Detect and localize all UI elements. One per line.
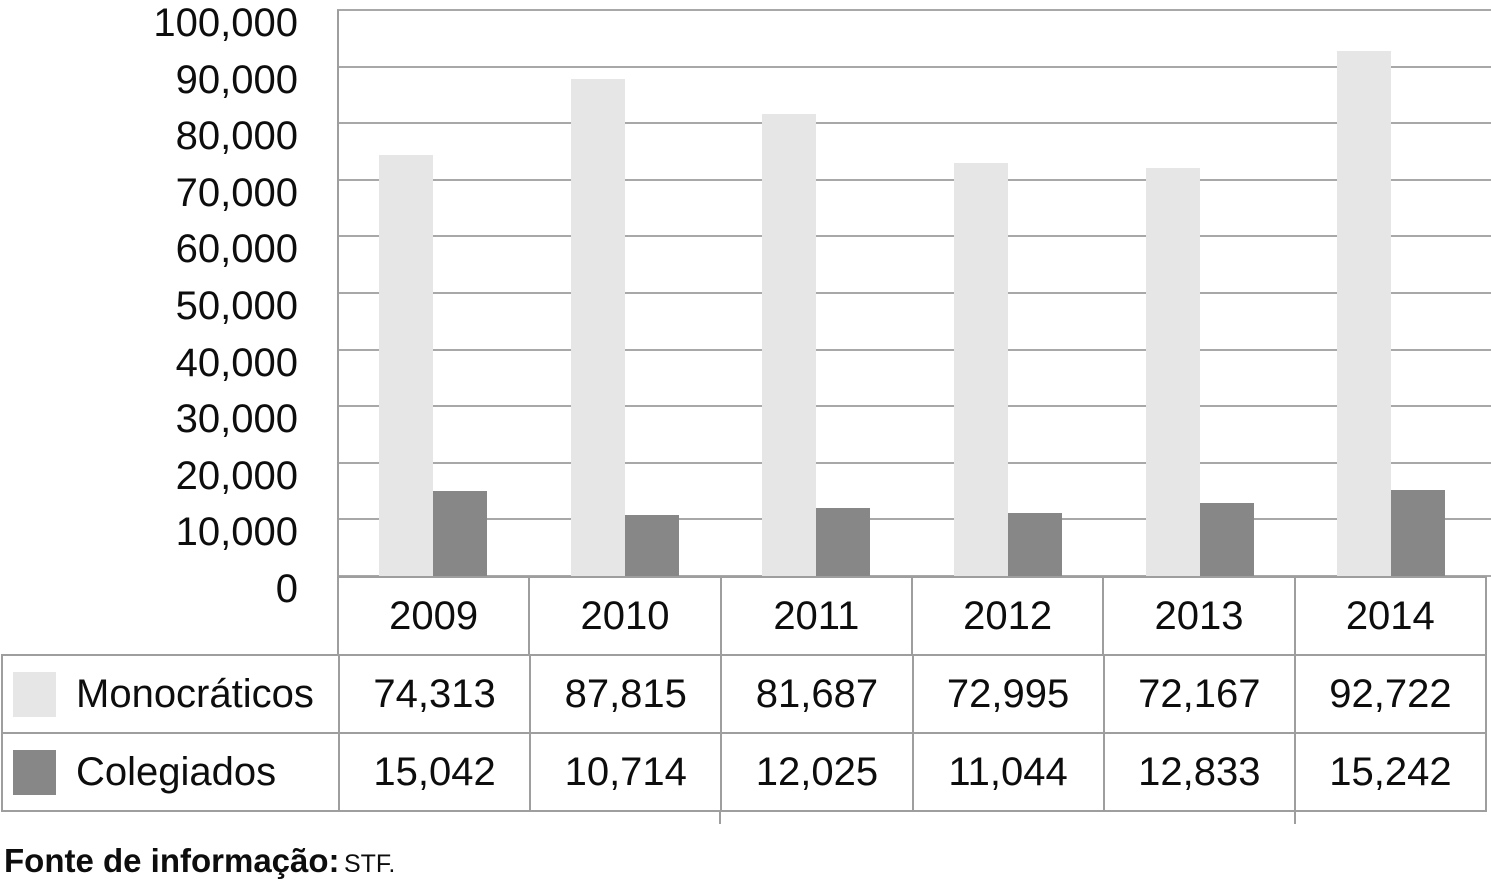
y-axis-tick-label: 70,000 — [175, 170, 298, 215]
gridline — [337, 292, 1491, 294]
y-axis-tick-label: 90,000 — [175, 57, 298, 102]
year-header-cell: 2009 — [389, 593, 479, 638]
axis-tick — [1294, 810, 1296, 824]
table-row-colegiados: Colegiados 15,042 10,714 12,025 11,044 12,833… — [1, 732, 1487, 812]
gridline — [337, 235, 1491, 238]
value-cell: 15,242 — [1293, 734, 1485, 810]
gridline — [337, 461, 1491, 464]
bar-group-2013 — [1145, 10, 1254, 576]
bar-colegiados-2011 — [816, 508, 871, 576]
legend-cell: Monocráticos — [3, 656, 338, 732]
value-cell: 92,722 — [1293, 656, 1485, 732]
y-axis-tick-label: 20,000 — [175, 453, 298, 498]
value-cell: 10,714 — [529, 734, 720, 810]
bar-group-2011 — [762, 10, 871, 576]
gridline — [337, 405, 1491, 408]
legend-swatch — [13, 671, 56, 717]
y-axis-tick-label: 10,000 — [175, 510, 298, 555]
bar-colegiados-2014 — [1391, 490, 1446, 576]
y-axis-tick-label: 0 — [275, 567, 298, 611]
y-axis-tick-label: 30,000 — [175, 397, 298, 442]
bar-monocráticos-2014 — [1337, 51, 1392, 576]
y-axis-tick-label: 80,000 — [175, 114, 298, 159]
year-header-row: 2009 2010 2011 2012 2013 2014 — [337, 576, 1487, 656]
bar-group-2012 — [953, 10, 1062, 576]
plot-area — [337, 9, 1491, 577]
y-axis-tick-label: 50,000 — [175, 284, 298, 328]
year-header-cell: 2012 — [910, 578, 1102, 654]
table-row-monocraticos: Monocráticos 74,313 87,815 81,687 72,995 72,1… — [1, 654, 1487, 734]
bar-colegiados-2009 — [432, 491, 487, 576]
bar-colegiados-2010 — [624, 515, 679, 576]
value-cell: 72,167 — [1102, 656, 1294, 732]
bar-colegiados-2013 — [1199, 503, 1254, 576]
bar-monocráticos-2009 — [378, 155, 433, 576]
value-cell: 74,313 — [338, 656, 529, 732]
bar-monocráticos-2012 — [953, 163, 1008, 576]
y-axis-tick-label: 60,000 — [175, 227, 298, 272]
year-header-cell: 2011 — [719, 578, 911, 654]
bar-monocráticos-2013 — [1145, 168, 1200, 576]
bar-group-2014 — [1337, 10, 1446, 576]
value-cell: 12,833 — [1102, 734, 1294, 810]
gridline — [337, 9, 1491, 11]
source-name: STF. — [343, 850, 396, 878]
gridline — [337, 348, 1491, 351]
gridline — [337, 178, 1491, 181]
gridline — [337, 122, 1491, 125]
bar-group-2009 — [378, 10, 487, 576]
value-cell: 11,044 — [911, 734, 1103, 810]
year-header-cell: 2013 — [1102, 578, 1293, 654]
value-cell: 12,025 — [720, 734, 911, 810]
value-cell: 87,815 — [529, 656, 720, 732]
bar-monocráticos-2011 — [762, 114, 817, 576]
year-header-cell: 2014 — [1293, 578, 1485, 654]
value-cell: 15,042 — [338, 734, 529, 810]
y-axis-line — [337, 10, 339, 578]
gridline — [337, 65, 1491, 68]
series-label: Monocráticos — [76, 671, 314, 716]
bar-monocráticos-2010 — [570, 79, 625, 576]
year-header-cell: 2010 — [528, 578, 719, 654]
bar-colegiados-2012 — [1007, 513, 1062, 576]
source-label: Fonte de informação: — [4, 842, 340, 879]
series-label: Colegiados — [76, 749, 277, 794]
legend-cell: Colegiados — [3, 734, 338, 810]
value-cell: 81,687 — [720, 656, 911, 732]
legend-swatch — [13, 749, 56, 795]
axis-tick — [719, 810, 721, 824]
bar-group-2010 — [570, 10, 679, 576]
value-cell: 72,995 — [911, 656, 1103, 732]
source-note: Fonte de informação: STF. — [4, 842, 395, 880]
gridline — [337, 518, 1491, 521]
y-axis-tick-label: 40,000 — [175, 340, 298, 385]
y-axis-tick-label: 100,000 — [153, 1, 298, 45]
